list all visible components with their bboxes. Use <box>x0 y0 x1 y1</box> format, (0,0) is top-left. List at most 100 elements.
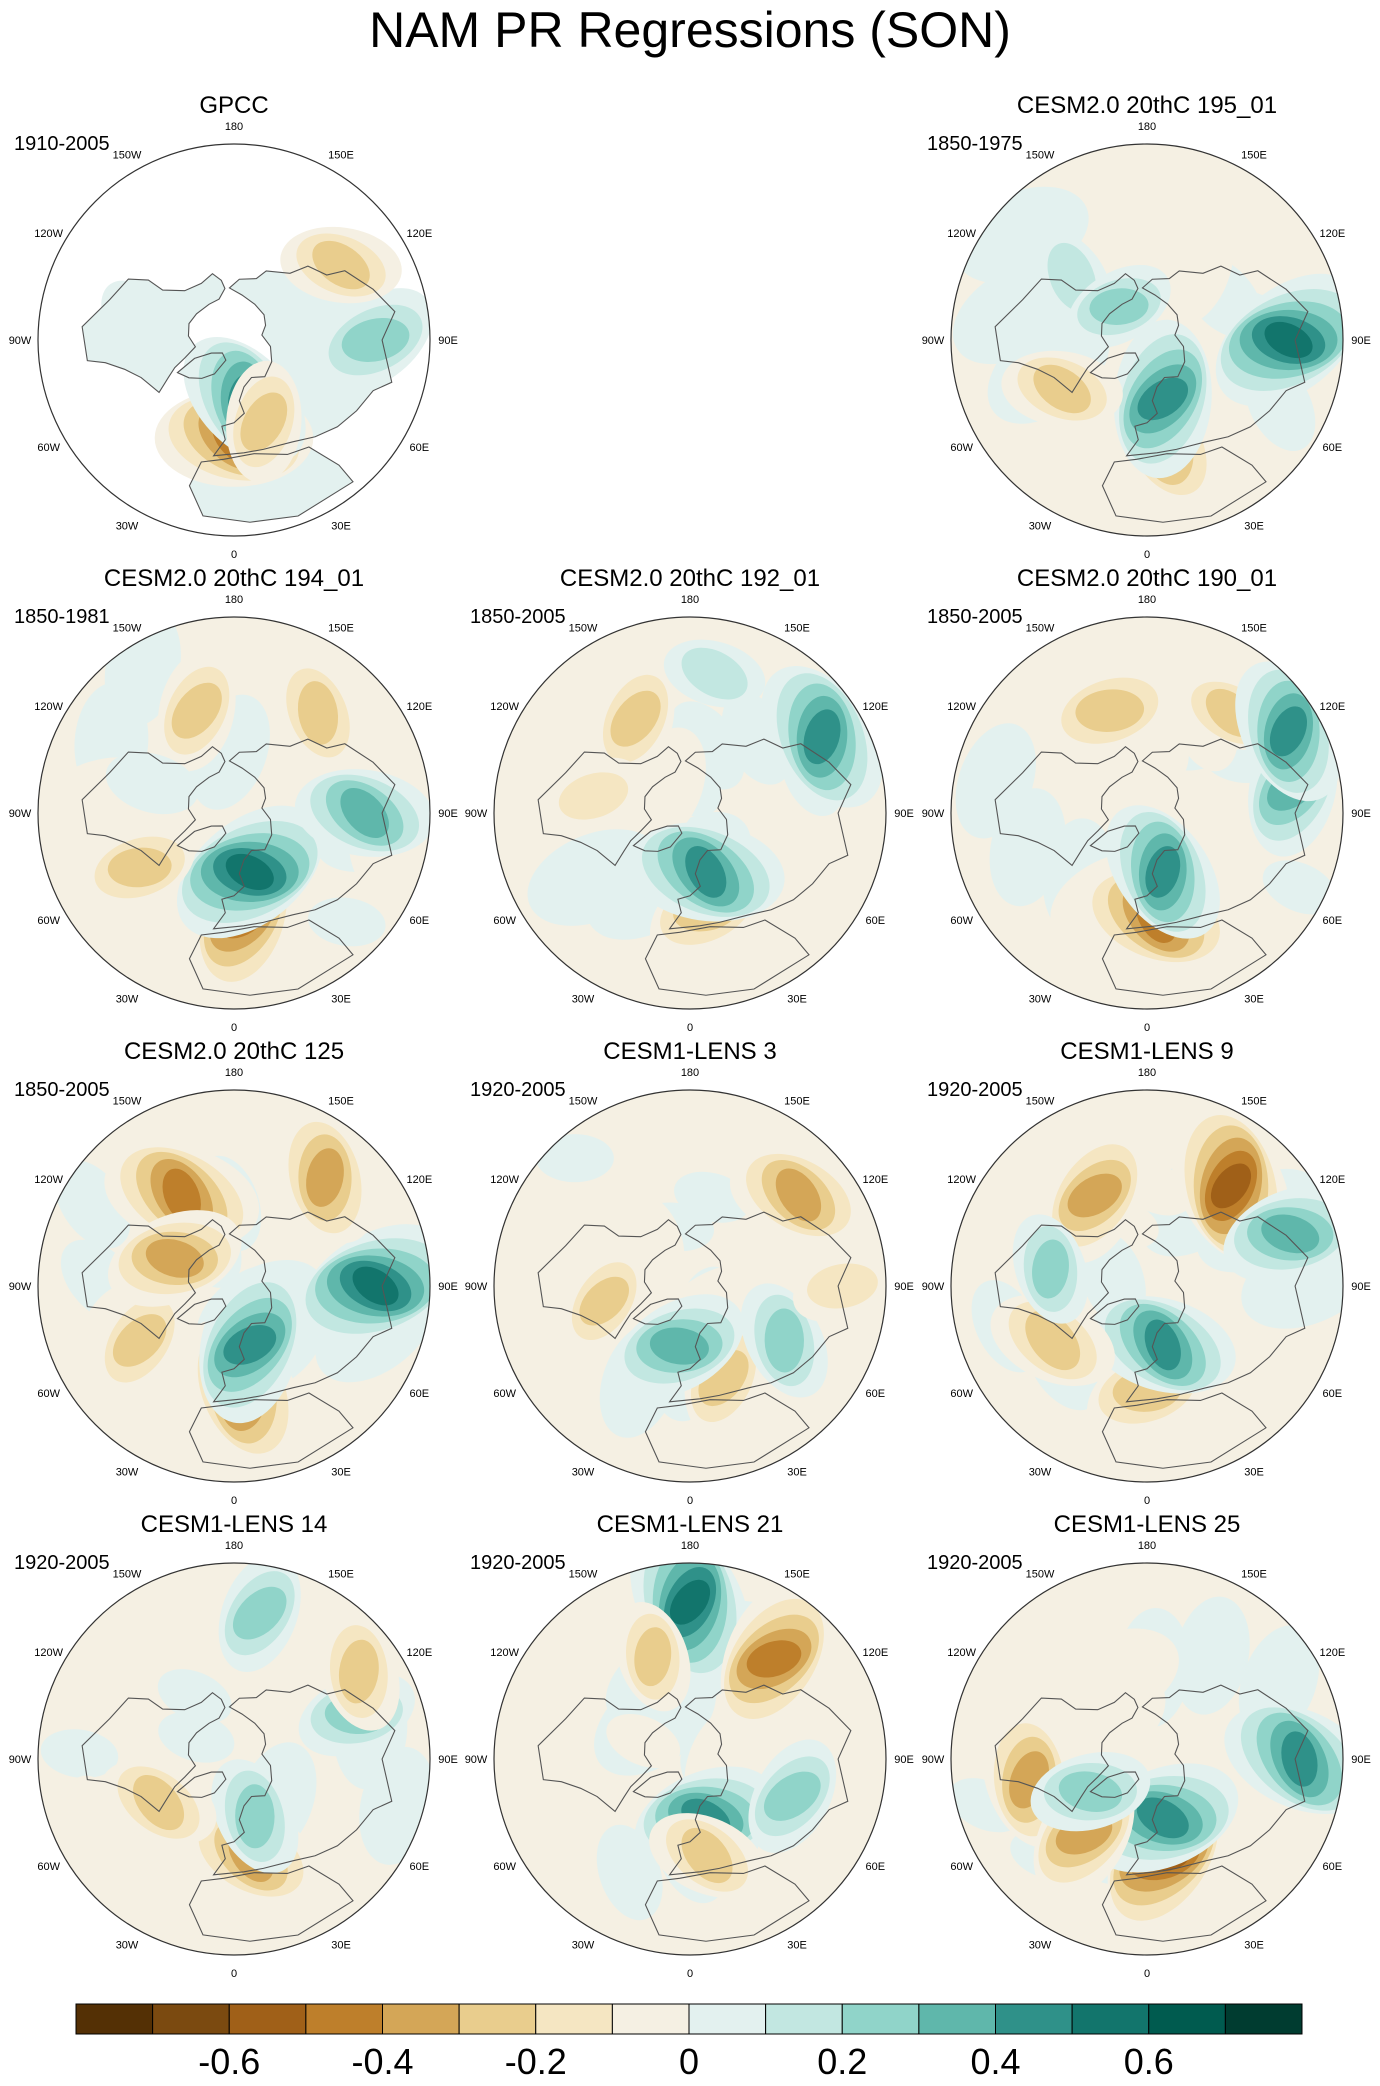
panel-title: CESM2.0 20thC 195_01 <box>1017 92 1277 119</box>
anomaly-contour <box>764 1308 805 1373</box>
anomaly-feature <box>527 829 662 926</box>
coastline <box>212 265 396 457</box>
longitude-label: 60E <box>410 915 430 927</box>
longitude-label: 150E <box>328 1569 354 1581</box>
anomaly-layer <box>615 1563 837 1898</box>
longitude-label: 120W <box>34 1174 63 1186</box>
longitude-label: 120E <box>406 1647 432 1659</box>
map-panel: 180 150E 120E 90E 60E 30E 0 30W 60W 90W 120W 150W CE… <box>9 565 458 1034</box>
longitude-label: 30W <box>116 1466 139 1478</box>
coastline <box>994 1692 1139 1813</box>
panel-title: CESM1-LENS 21 <box>597 1511 784 1538</box>
longitude-label: 60W <box>37 915 60 927</box>
anomaly-feature <box>40 1729 119 1778</box>
anomaly-feature <box>990 1294 1115 1386</box>
longitude-label: 30E <box>331 1466 351 1478</box>
anomaly-contour <box>610 690 661 747</box>
longitude-label: 180 <box>225 1540 243 1552</box>
longitude-label: 30W <box>1029 993 1052 1005</box>
anomaly-feature <box>535 1134 614 1183</box>
longitude-label: 90E <box>894 808 914 820</box>
longitude-label: 180 <box>681 1540 699 1552</box>
map-boundary <box>37 616 431 1010</box>
anomaly-contour <box>669 1579 711 1625</box>
longitude-label: 0 <box>231 1495 237 1507</box>
longitude-label: 120E <box>406 1174 432 1186</box>
coastline <box>994 273 1139 394</box>
panel-title: CESM2.0 20thC 125 <box>124 1038 344 1065</box>
anomaly-feature <box>720 1582 828 1736</box>
longitude-label: 120E <box>1319 1174 1345 1186</box>
longitude-label: 90E <box>1351 1754 1371 1766</box>
longitude-label: 120W <box>34 1647 63 1659</box>
longitude-label: 30E <box>1244 1466 1264 1478</box>
longitude-label: 150E <box>1241 1569 1267 1581</box>
coastline <box>1125 265 1309 457</box>
longitude-label: 60E <box>410 1388 430 1400</box>
coastline <box>188 1392 354 1469</box>
anomaly-contour <box>1045 1628 1179 1726</box>
anomaly-feature <box>615 1602 691 1712</box>
longitude-label: 30E <box>331 520 351 532</box>
longitude-label: 0 <box>1144 1968 1150 1980</box>
anomaly-contour <box>785 881 862 933</box>
longitude-label: 180 <box>225 594 243 606</box>
longitude-label: 30W <box>572 1939 595 1951</box>
map-panel: 180 150E 120E 90E 60E 30E 0 30W 60W 90W 120W 150W CE… <box>922 1038 1371 1507</box>
longitude-label: 30E <box>1244 993 1264 1005</box>
colorbar-swatch <box>841 2003 920 2035</box>
longitude-label: 120E <box>862 701 888 713</box>
colorbar-swatch <box>75 2003 154 2035</box>
panel-years: 1920-2005 <box>14 1552 110 1574</box>
longitude-label: 150W <box>1026 623 1055 635</box>
anomaly-feature <box>748 1739 837 1854</box>
map-boundary <box>493 1089 887 1483</box>
panel-years: 1850-2005 <box>14 1079 110 1101</box>
anomaly-feature <box>785 881 862 933</box>
anomaly-feature <box>783 804 861 854</box>
coastline <box>188 919 354 996</box>
anomaly-feature <box>626 822 785 922</box>
longitude-label: 180 <box>681 594 699 606</box>
anomaly-contour <box>1173 1596 1250 1715</box>
longitude-label: 60E <box>866 1388 886 1400</box>
colorbar-swatch <box>765 2003 843 2035</box>
longitude-label: 60W <box>493 1388 516 1400</box>
anomaly-contour <box>341 317 410 363</box>
longitude-label: 150W <box>113 1569 142 1581</box>
anomaly-feature <box>100 1760 217 1845</box>
anomaly-contour <box>606 1713 681 1769</box>
longitude-label: 90W <box>9 335 32 347</box>
longitude-label: 0 <box>1144 1495 1150 1507</box>
anomaly-contour <box>308 897 386 947</box>
anomaly-feature <box>294 769 430 857</box>
panel-years: 1910-2005 <box>14 133 110 155</box>
coastline <box>81 1692 226 1813</box>
map-boundary <box>493 616 887 1010</box>
longitude-label: 120E <box>1319 1647 1345 1659</box>
longitude-label: 150E <box>784 623 810 635</box>
panel-title: CESM2.0 20thC 190_01 <box>1017 565 1277 592</box>
longitude-label: 150E <box>328 623 354 635</box>
anomaly-feature <box>298 1224 430 1348</box>
anomaly-contour <box>807 1263 878 1309</box>
map-panel: 180 150E 120E 90E 60E 30E 0 30W 60W 90W 120W 150W CE… <box>9 1038 458 1507</box>
anomaly-contour <box>775 1168 822 1222</box>
anomaly-contour <box>634 1627 672 1687</box>
coastline <box>994 1219 1139 1340</box>
longitude-label: 90W <box>465 1281 488 1293</box>
longitude-label: 120E <box>1319 228 1345 240</box>
longitude-label: 60W <box>950 442 973 454</box>
longitude-label: 180 <box>1138 594 1156 606</box>
longitude-label: 150E <box>784 1569 810 1581</box>
panel-title: CESM2.0 20thC 192_01 <box>560 565 820 592</box>
anomaly-feature <box>211 1759 299 1874</box>
panel-title: GPCC <box>199 92 268 119</box>
longitude-label: 60E <box>410 1861 430 1873</box>
longitude-label: 90E <box>1351 335 1371 347</box>
anomaly-contour <box>171 682 222 739</box>
anomaly-feature <box>157 650 236 771</box>
longitude-label: 0 <box>231 549 237 561</box>
coastline <box>668 1684 852 1876</box>
anomaly-feature <box>176 805 323 939</box>
